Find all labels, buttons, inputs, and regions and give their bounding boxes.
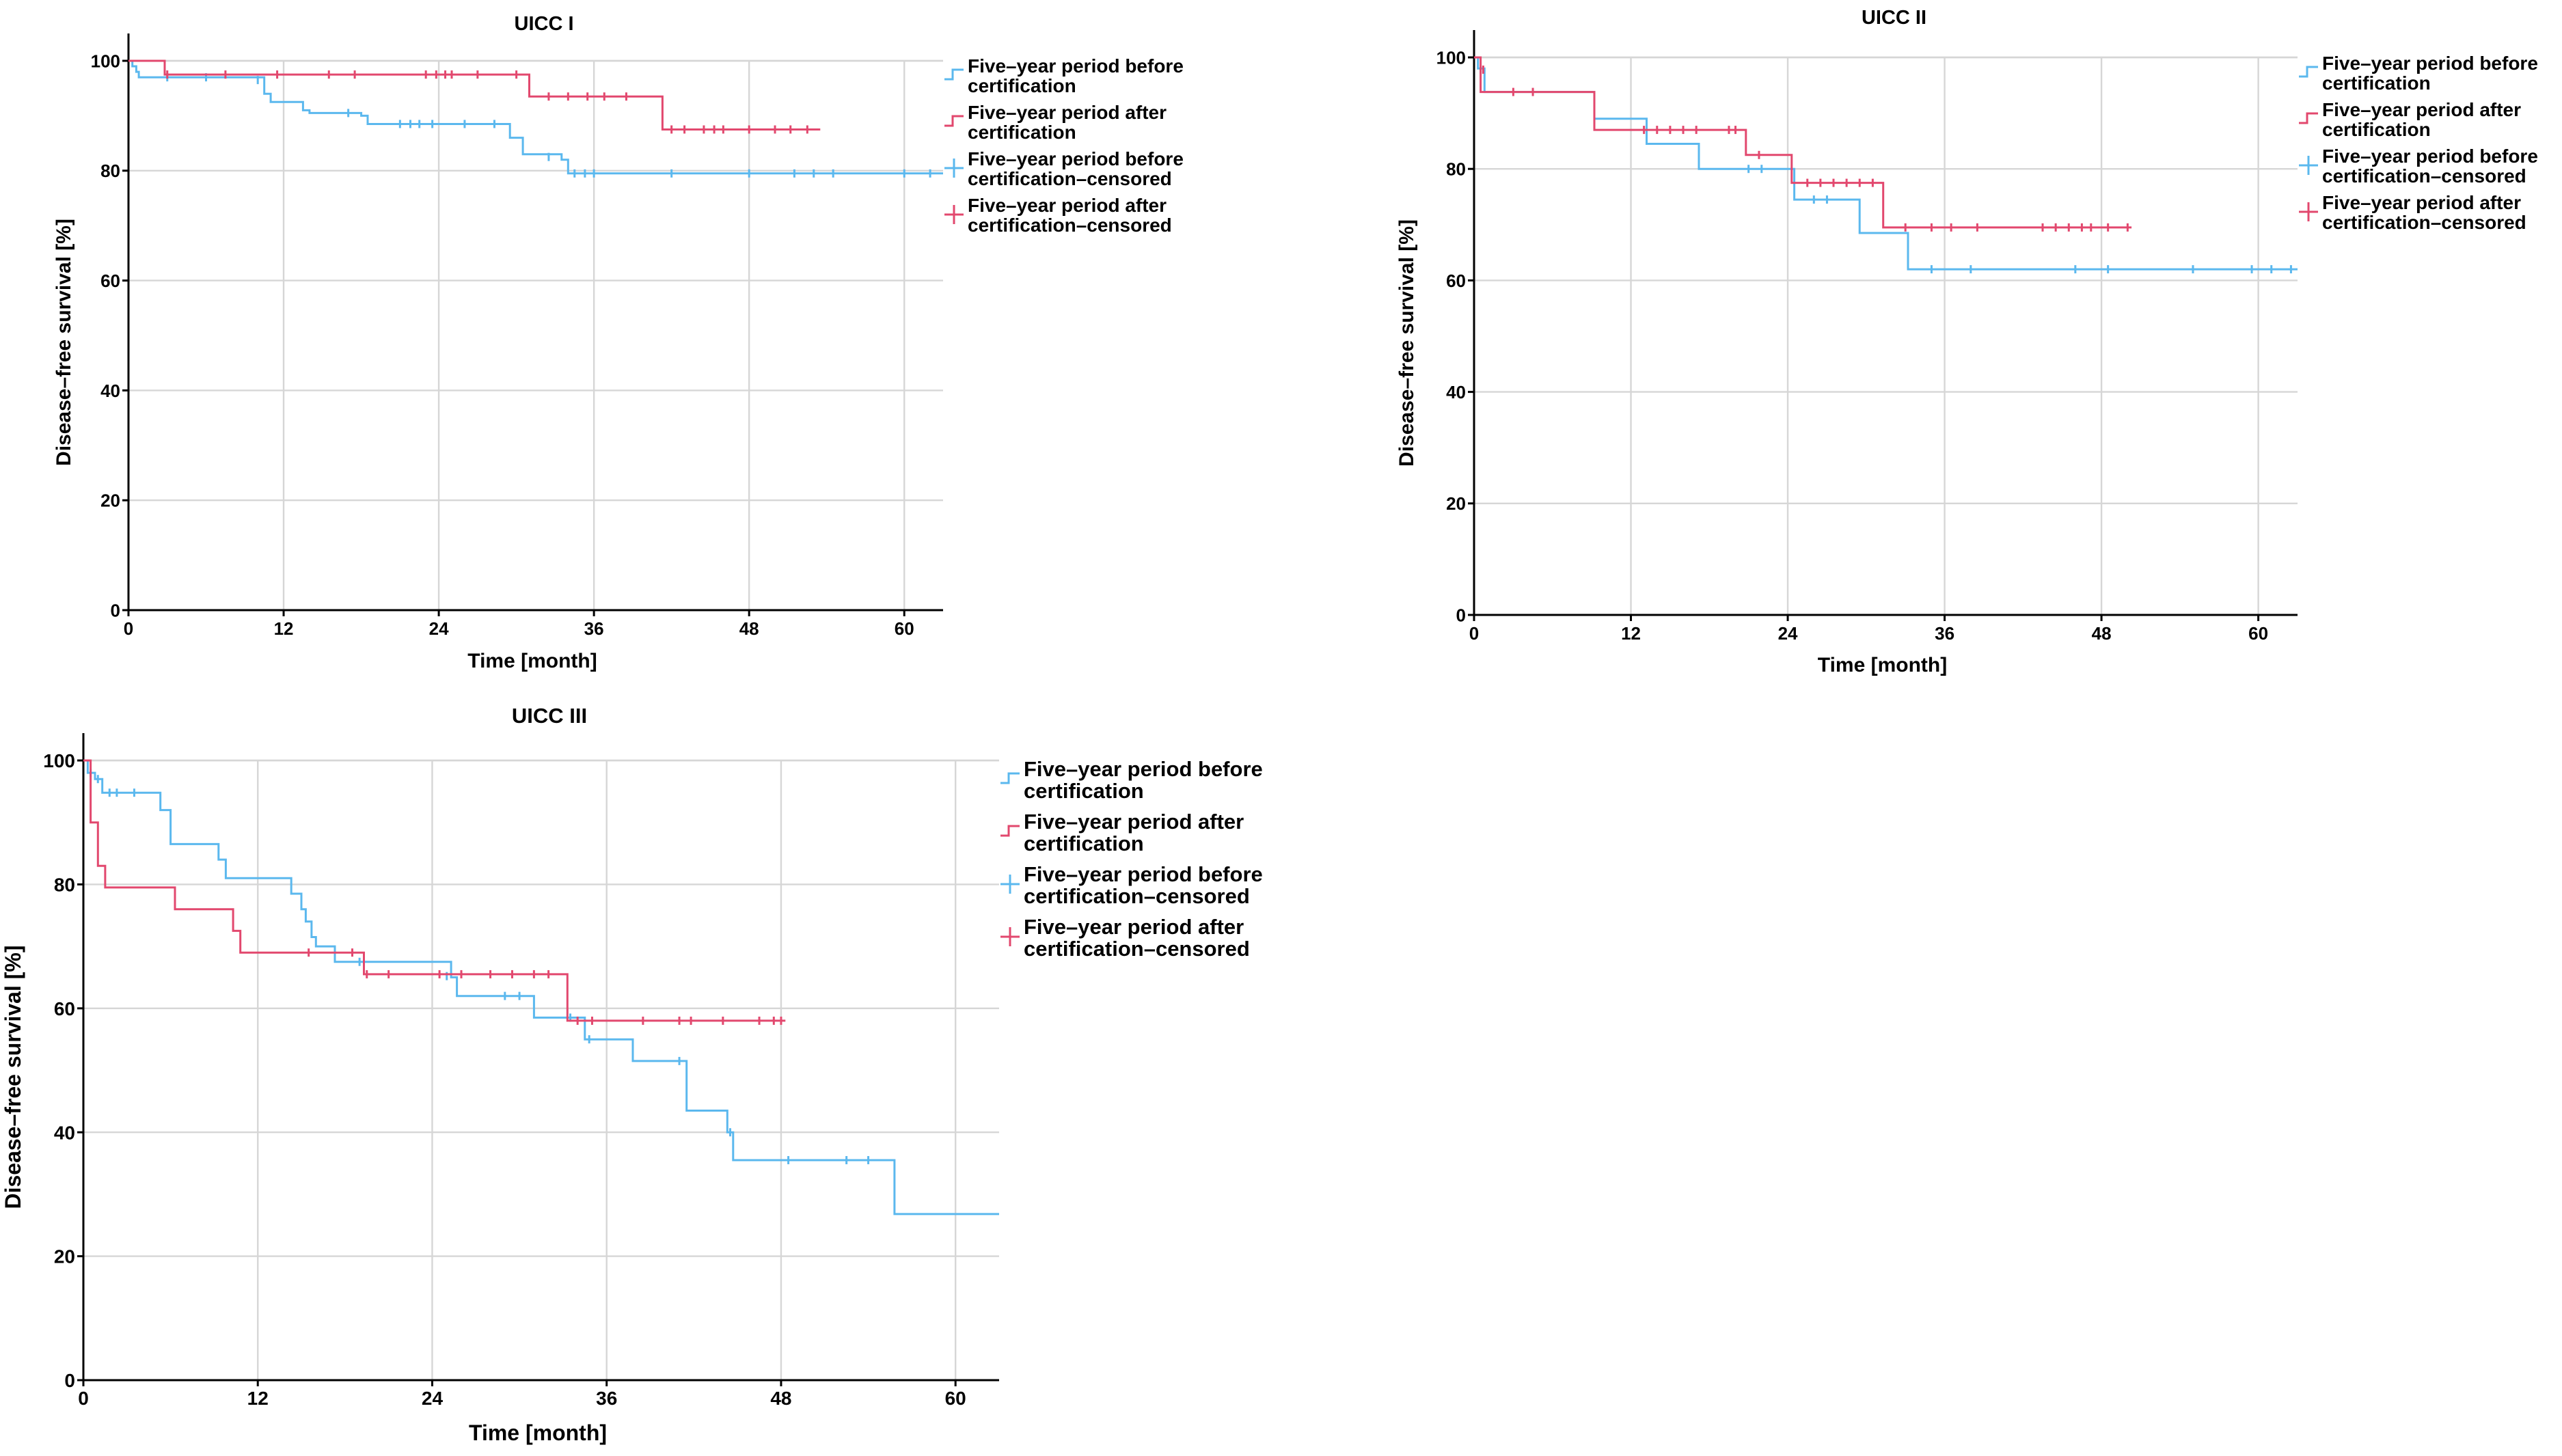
y-tick-label: 100 — [91, 51, 120, 71]
legend-label: Five–year period before — [968, 55, 1184, 77]
series-line-before — [83, 759, 999, 1215]
x-tick-label: 36 — [584, 618, 604, 639]
x-tick-label: 0 — [1469, 623, 1479, 644]
y-tick-label: 80 — [100, 161, 120, 181]
x-tick-label: 0 — [78, 1388, 89, 1409]
x-tick-label: 24 — [429, 618, 449, 639]
x-tick-label: 24 — [1778, 623, 1798, 644]
x-tick-label: 12 — [1621, 623, 1641, 644]
x-tick-label: 48 — [2092, 623, 2112, 644]
legend-label: certification — [2322, 72, 2431, 94]
x-axis-label: Time [month] — [1818, 654, 1947, 676]
legend-label: Five–year period after — [1024, 915, 1244, 939]
y-tick-label: 100 — [1436, 47, 1466, 68]
y-axis-label: Disease–free survival [%] — [53, 219, 75, 466]
legend-label: Five–year period before — [968, 148, 1184, 169]
y-tick-label: 100 — [43, 750, 75, 771]
legend-swatch-after — [2299, 112, 2318, 124]
legend-label: Five–year period after — [2322, 192, 2521, 213]
y-tick-label: 0 — [1456, 605, 1466, 625]
y-tick-label: 80 — [54, 874, 75, 895]
legend-label: certification–censored — [968, 168, 1172, 189]
legend-swatch-before — [2299, 66, 2318, 78]
legend-label: certification — [968, 75, 1076, 96]
y-tick-label: 40 — [54, 1122, 75, 1143]
x-tick-label: 60 — [945, 1388, 966, 1409]
y-tick-label: 60 — [1446, 271, 1466, 291]
legend-label: Five–year period before — [2322, 146, 2538, 167]
y-axis-label: Disease–free survival [%] — [1, 946, 25, 1209]
y-tick-label: 20 — [1446, 493, 1466, 514]
y-axis-label: Disease–free survival [%] — [1395, 219, 1418, 467]
chart-title: UICC I — [515, 13, 574, 35]
y-tick-label: 60 — [54, 998, 75, 1019]
legend-label: Five–year period before — [2322, 53, 2538, 74]
y-tick-label: 0 — [64, 1370, 75, 1391]
x-tick-label: 60 — [895, 618, 914, 639]
x-tick-label: 48 — [770, 1388, 791, 1409]
chart-panel-3: 0 12 24 36 48 60 0 20 40 60 80 100 UICC III Time [mon… — [1, 704, 1263, 1445]
chart-panel-1: 0 12 24 36 48 60 0 20 40 60 80 100 UICC I Time [month… — [53, 13, 1184, 672]
y-tick-label: 0 — [111, 600, 120, 620]
x-tick-label: 48 — [739, 618, 759, 639]
x-tick-label: 36 — [596, 1388, 617, 1409]
legend-label: Five–year period before — [1024, 862, 1263, 886]
series-line-after — [128, 59, 821, 131]
x-tick-label: 12 — [247, 1388, 269, 1409]
legend-label: certification — [2322, 119, 2431, 140]
y-tick-label: 20 — [100, 491, 120, 511]
chart-title: UICC II — [1862, 7, 1926, 29]
series-line-before — [128, 59, 943, 175]
legend-label: Five–year period after — [2322, 99, 2521, 120]
y-tick-label: 40 — [1446, 382, 1466, 402]
legend-label: Five–year period after — [968, 195, 1167, 216]
y-tick-label: 80 — [1446, 159, 1466, 180]
x-tick-label: 36 — [1935, 623, 1954, 644]
x-tick-label: 24 — [422, 1388, 444, 1409]
legend: Five–year period beforecertificationFive… — [944, 55, 1184, 236]
legend-label: Five–year period after — [968, 102, 1167, 123]
x-axis-label: Time [month] — [469, 1420, 607, 1445]
legend-label: Five–year period before — [1024, 757, 1263, 781]
x-tick-label: 0 — [124, 618, 133, 639]
legend-label: certification — [1024, 832, 1144, 855]
legend-label: certification–censored — [968, 215, 1172, 236]
legend-swatch-after — [1000, 825, 1020, 837]
legend-swatch-before — [944, 68, 964, 81]
series-line-before — [1474, 56, 2298, 271]
legend-label: certification — [968, 122, 1076, 143]
legend: Five–year period beforecertificationFive… — [2299, 53, 2538, 233]
chart-panel-2: 0 12 24 36 48 60 0 20 40 60 80 100 UICC II Time [mont… — [1395, 7, 2538, 676]
legend: Five–year period beforecertificationFive… — [1000, 757, 1263, 961]
x-tick-label: 12 — [274, 618, 294, 639]
legend-label: certification–censored — [1024, 937, 1250, 961]
legend-label: certification–censored — [1024, 884, 1250, 908]
chart-title: UICC III — [512, 704, 587, 728]
y-tick-label: 60 — [100, 271, 120, 291]
x-tick-label: 60 — [2248, 623, 2268, 644]
y-tick-label: 20 — [54, 1246, 75, 1267]
legend-label: certification–censored — [2322, 212, 2526, 233]
legend-swatch-after — [944, 115, 964, 127]
y-tick-label: 40 — [100, 381, 120, 401]
legend-label: Five–year period after — [1024, 810, 1244, 834]
legend-label: certification–censored — [2322, 165, 2526, 187]
legend-swatch-before — [1000, 772, 1020, 784]
x-axis-label: Time [month] — [467, 650, 597, 672]
series-line-after — [1474, 56, 2132, 229]
legend-label: certification — [1024, 779, 1144, 803]
series-line-after — [83, 759, 786, 1022]
